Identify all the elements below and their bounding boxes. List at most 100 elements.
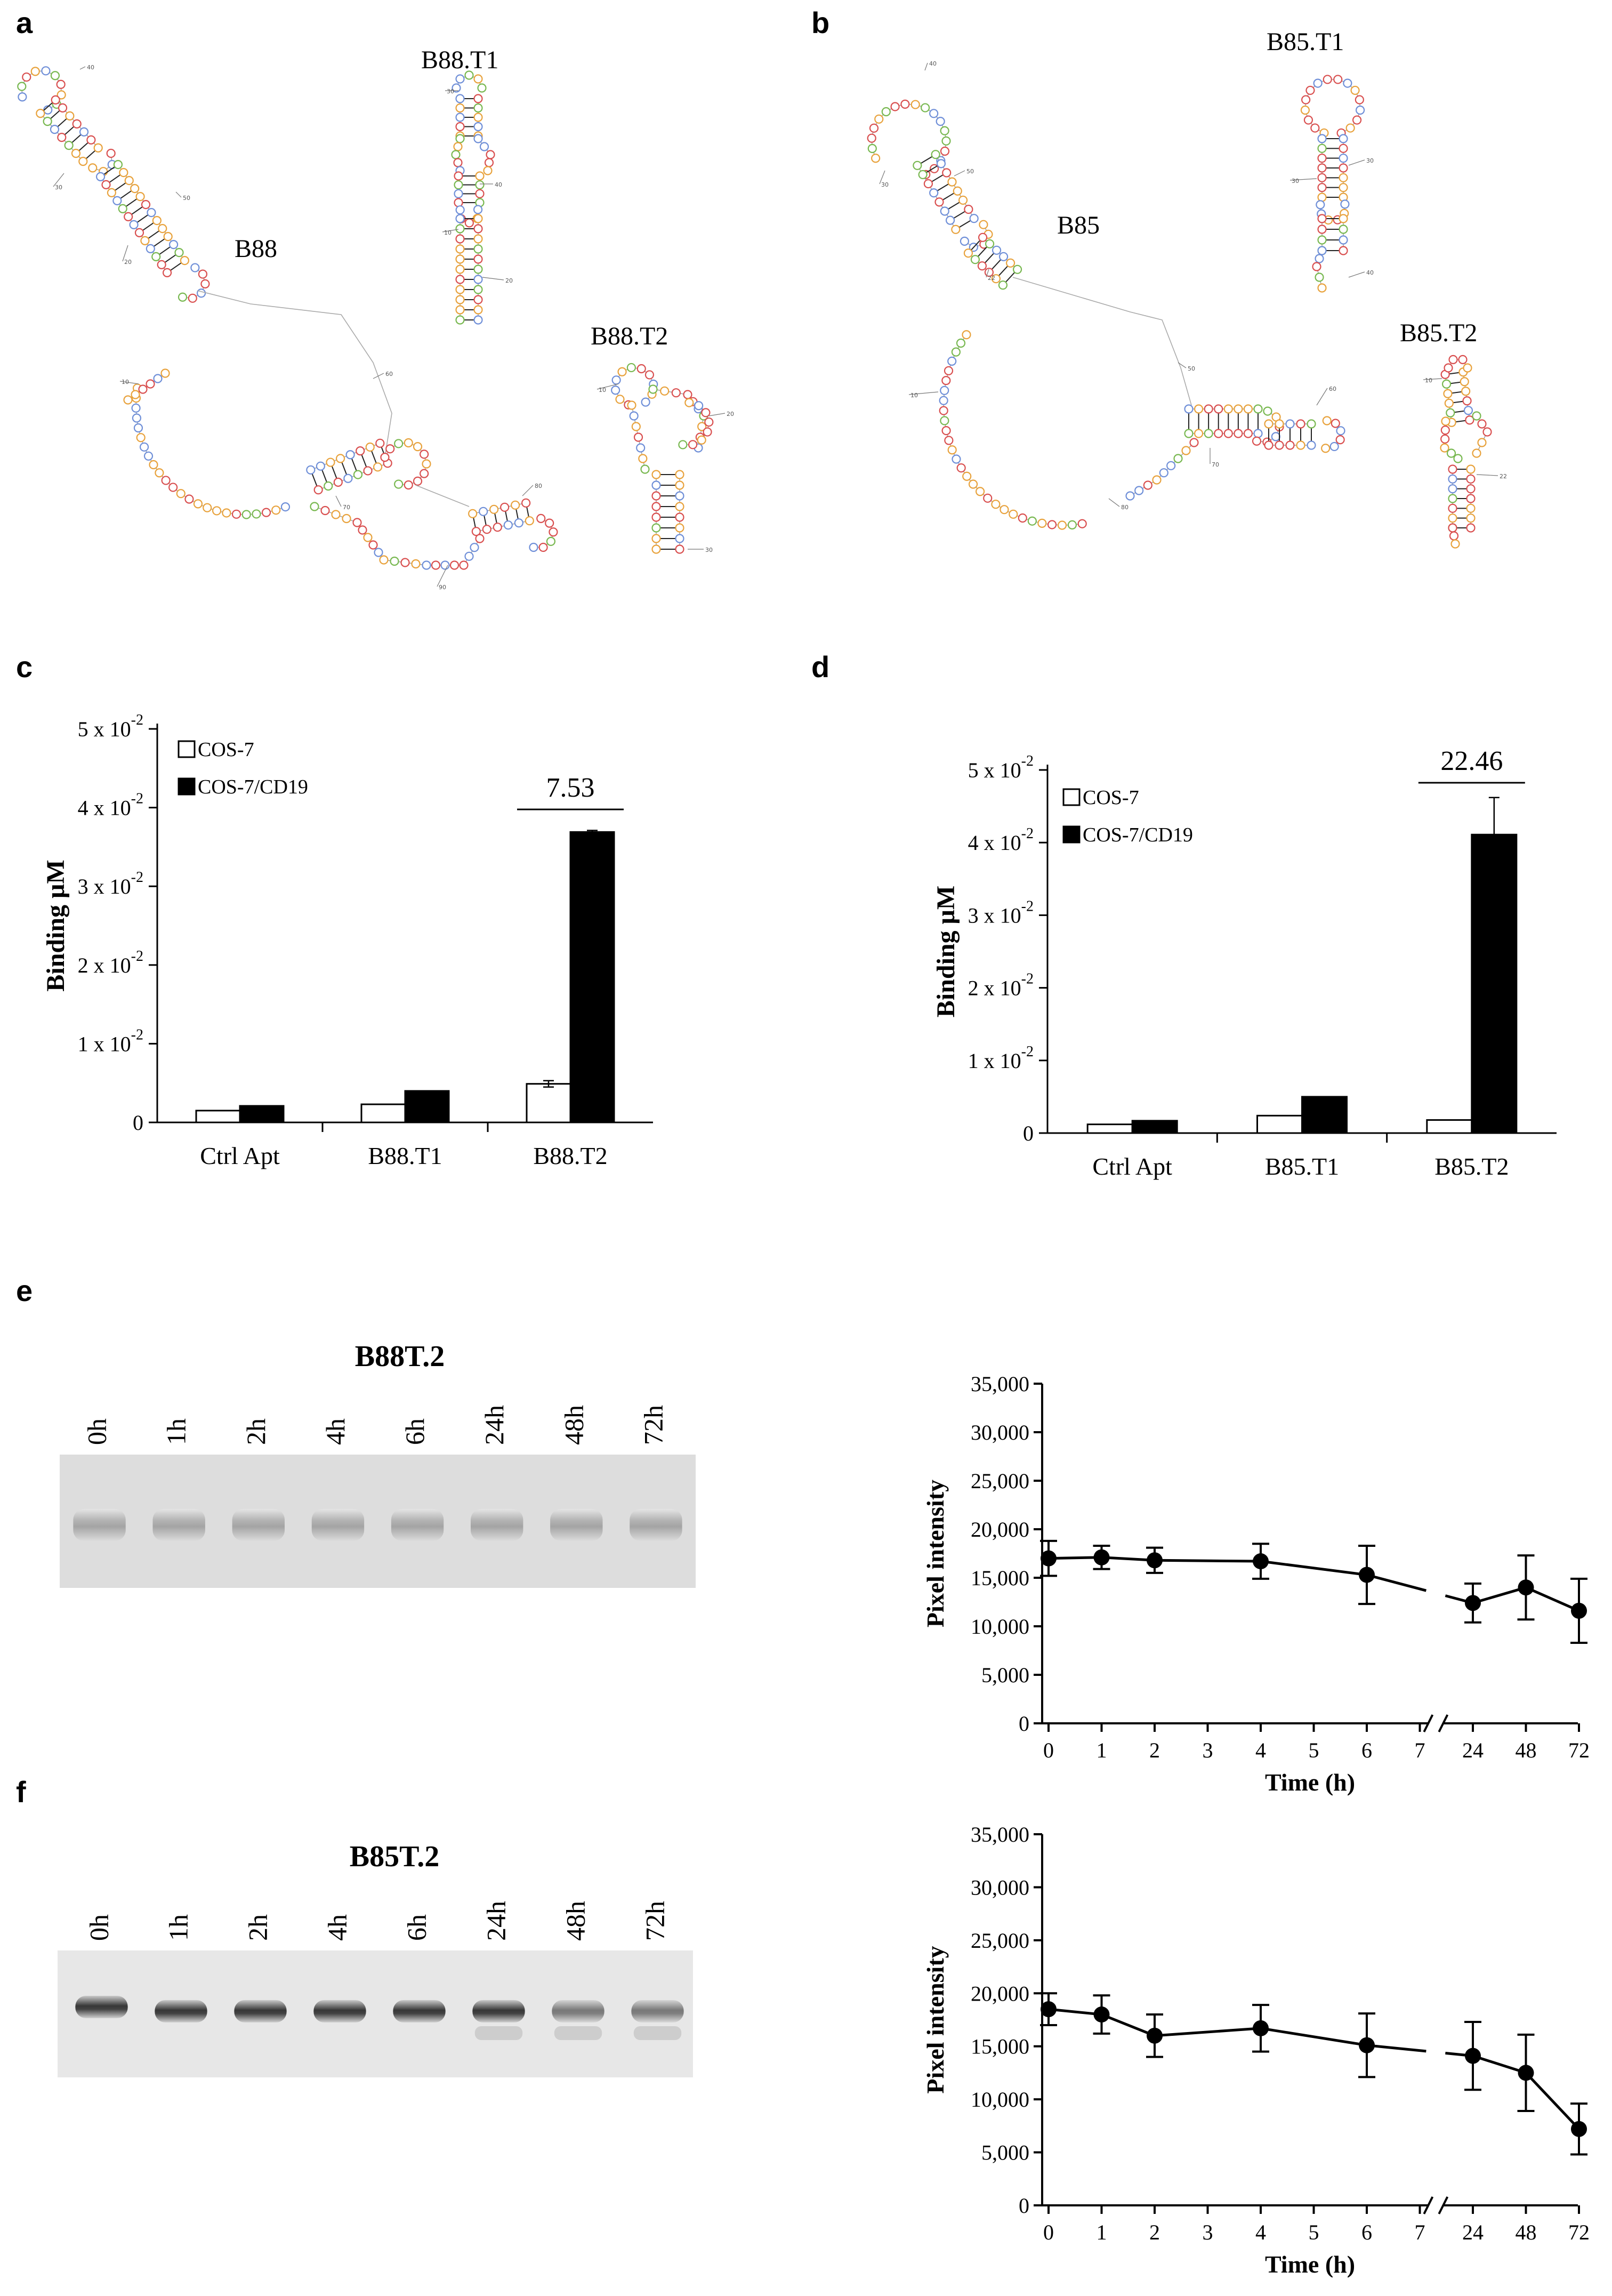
numbering-label: 10 bbox=[122, 379, 129, 386]
nucleotide bbox=[675, 512, 684, 522]
gel-f: B85T.2 0h 1h 2h 4h 6h 24h 48h 72h bbox=[58, 1840, 693, 2077]
nucleotide bbox=[1466, 474, 1476, 484]
y-tick-label: 3 x 10-2 bbox=[968, 898, 1034, 927]
lane-label: 6h bbox=[400, 1418, 430, 1445]
bar bbox=[569, 831, 615, 1123]
numbering-label: 10 bbox=[910, 392, 918, 399]
backbone-link bbox=[197, 290, 392, 464]
nucleotide bbox=[1444, 398, 1454, 408]
nucleotide bbox=[1173, 454, 1183, 463]
nucleotide bbox=[1333, 75, 1343, 84]
nucleotide bbox=[1448, 513, 1457, 523]
nucleotide bbox=[1317, 235, 1327, 245]
nucleotide bbox=[1234, 429, 1243, 438]
numbering-label: 20 bbox=[505, 277, 513, 284]
legend-label: COS-7 bbox=[198, 738, 254, 761]
numbering-label: 30 bbox=[705, 547, 713, 553]
nucleotide bbox=[536, 513, 546, 524]
nucleotide bbox=[454, 198, 463, 207]
numbering-label: 50 bbox=[966, 168, 974, 175]
nucleotide bbox=[1460, 377, 1469, 387]
y-tick-label: 25,000 bbox=[971, 1469, 1029, 1493]
nucleotide bbox=[1335, 435, 1345, 445]
nucleotide bbox=[333, 477, 343, 487]
nucleotide bbox=[970, 255, 980, 264]
nucleotide bbox=[455, 264, 465, 274]
nucleotide bbox=[131, 390, 140, 399]
nucleotide bbox=[688, 440, 698, 449]
nucleotide bbox=[373, 462, 383, 472]
nucleotide bbox=[1009, 509, 1018, 519]
nucleotide bbox=[1466, 513, 1476, 523]
nucleotide bbox=[1184, 429, 1194, 438]
nucleotide bbox=[1321, 444, 1331, 453]
nucleotide bbox=[79, 127, 89, 137]
nucleotide bbox=[385, 444, 395, 454]
nucleotide bbox=[1441, 416, 1450, 426]
nucleotide bbox=[939, 396, 948, 405]
nucleotide bbox=[140, 236, 150, 246]
lane-label: 48h bbox=[559, 1405, 589, 1445]
nucleotide bbox=[1343, 78, 1352, 88]
lane-label: 48h bbox=[561, 1901, 591, 1941]
y-tick-label: 35,000 bbox=[971, 1372, 1029, 1396]
nucleotide bbox=[152, 215, 162, 226]
nucleotide bbox=[64, 141, 74, 150]
nucleotide bbox=[1440, 426, 1450, 435]
nucleotide bbox=[1317, 246, 1327, 255]
nucleotide bbox=[1339, 163, 1348, 173]
nucleotide bbox=[675, 544, 684, 554]
nucleotide bbox=[511, 500, 520, 510]
nucleotide bbox=[365, 442, 375, 452]
nucleotide bbox=[651, 502, 661, 511]
data-point bbox=[1465, 2048, 1481, 2064]
numbering-label: 22 bbox=[988, 275, 995, 282]
nucleotide bbox=[1472, 411, 1481, 421]
nucleotide bbox=[453, 158, 463, 167]
nucleotide bbox=[168, 483, 178, 492]
panel-letter-e: e bbox=[16, 1274, 33, 1307]
bar bbox=[1471, 833, 1518, 1134]
x-tick-label: B85.T1 bbox=[1265, 1153, 1339, 1180]
nucleotide bbox=[158, 223, 167, 234]
rna-structure-b88-t1: 30 40 10 20 bbox=[442, 70, 513, 325]
nucleotide bbox=[43, 117, 52, 126]
nucleotide bbox=[123, 395, 133, 405]
nucleotide bbox=[1252, 436, 1262, 446]
nucleotide bbox=[1301, 95, 1311, 105]
nucleotide bbox=[1317, 154, 1327, 163]
y-tick-label: 4 x 10-2 bbox=[78, 791, 143, 820]
nucleotide bbox=[18, 92, 27, 102]
y-axis-label: Binding μM bbox=[42, 860, 70, 991]
gel-e: B88T.2 0h 1h 2h 4h 6h 24h 48h 72h bbox=[60, 1340, 696, 1588]
nucleotide bbox=[1466, 484, 1476, 494]
nucleotide bbox=[675, 523, 684, 533]
gel-band bbox=[470, 1509, 523, 1541]
axis-break-mark bbox=[1423, 2196, 1434, 2214]
lane-label: 6h bbox=[402, 1914, 432, 1941]
bar-chart-d: 0 1 x 10-2 2 x 10-2 3 x 10-2 4 x 10-2 5 x 10-… bbox=[932, 746, 1557, 1180]
nucleotide bbox=[633, 432, 643, 442]
nucleotide bbox=[615, 395, 625, 404]
data-point bbox=[1359, 2037, 1375, 2053]
nucleotide bbox=[482, 525, 491, 534]
backbone bbox=[1448, 359, 1468, 368]
series-line bbox=[1048, 1556, 1426, 1592]
backbone bbox=[92, 153, 112, 172]
numbering-tick bbox=[119, 381, 139, 384]
nucleotide bbox=[1339, 224, 1348, 234]
numbering-label: 80 bbox=[535, 483, 542, 489]
y-axis-label: Pixel intensity bbox=[922, 1946, 949, 2093]
y-tick-label: 5 x 10-2 bbox=[78, 712, 143, 741]
nucleotide bbox=[1340, 199, 1350, 209]
bar bbox=[360, 1103, 406, 1123]
legend-swatch bbox=[178, 777, 196, 796]
nucleotide bbox=[30, 67, 40, 76]
nucleotide bbox=[473, 103, 483, 113]
nucleotide bbox=[952, 454, 961, 464]
nucleotide bbox=[420, 469, 429, 478]
gel-band bbox=[73, 1509, 126, 1541]
nucleotide bbox=[162, 268, 172, 278]
nucleotide bbox=[1355, 95, 1364, 105]
x-tick-label: 1 bbox=[1097, 1738, 1107, 1762]
